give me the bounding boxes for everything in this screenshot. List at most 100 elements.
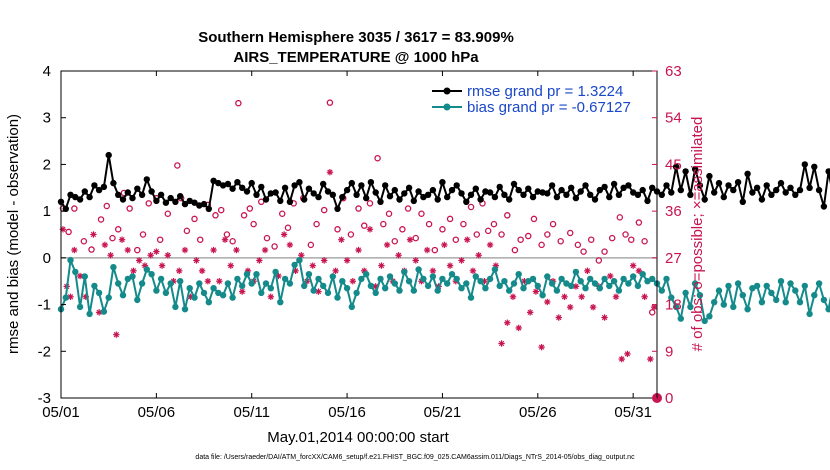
bias-point [539, 292, 546, 299]
bias-point [162, 289, 170, 297]
assimilated-obs-point [647, 355, 654, 363]
asterisk-stroke [498, 340, 505, 347]
bias-point [758, 299, 766, 306]
rmse-point [267, 190, 274, 197]
legend-bias-marker [443, 103, 451, 111]
bias-point [510, 280, 518, 287]
possible-obs-point [103, 202, 111, 210]
asterisk-stroke [619, 356, 625, 362]
asterisk-stroke [395, 252, 402, 258]
assimilated-obs-point [509, 293, 517, 300]
assimilated-obs-point [601, 314, 608, 321]
asterisk-stroke [607, 273, 613, 279]
assimilated-obs-point [101, 241, 109, 249]
rmse-point [320, 180, 327, 188]
assimilated-obs-point [227, 262, 234, 269]
bias-point [258, 289, 265, 297]
possible-obs-point [538, 241, 545, 249]
bias-point [506, 287, 513, 294]
y2-tick-label: 36 [665, 203, 682, 220]
asterisk-stroke [321, 257, 327, 264]
x-tick-label: 05/06 [138, 404, 176, 421]
rmse-point [792, 191, 799, 198]
rmse-point [758, 196, 766, 203]
asterisk-stroke [584, 268, 591, 274]
assimilated-obs-point [153, 248, 160, 255]
rmse-point [634, 191, 642, 198]
possible-obs-point [418, 210, 425, 217]
possible-obs-point [517, 236, 524, 243]
y-tick-label: 3 [43, 110, 51, 127]
rmse-point [563, 191, 570, 198]
bias-point [401, 268, 408, 276]
assimilated-obs-point [158, 262, 166, 269]
bias-point [501, 278, 508, 285]
rmse-point [191, 199, 198, 206]
assimilated-obs-point [210, 246, 217, 254]
possible-obs-point [235, 99, 242, 107]
bias-point [134, 296, 141, 304]
bias-point [291, 261, 298, 269]
bias-point [820, 296, 828, 304]
possible-obs-point [88, 246, 95, 253]
rmse-point [124, 189, 131, 196]
assimilated-obs-point [71, 246, 78, 254]
rmse-point [458, 190, 465, 197]
rmse-point [753, 184, 761, 191]
obs-layer [59, 99, 662, 403]
bias-point [467, 294, 475, 301]
bias-point [320, 282, 327, 290]
bias-point [682, 289, 689, 297]
possible-obs-point [473, 231, 481, 238]
possible-obs-point [196, 236, 204, 243]
possible-obs-point [380, 220, 387, 228]
y-axis-left: -3 -2 -1 0 1 2 3 4 [38, 63, 66, 407]
rmse-point [806, 184, 813, 191]
possible-obs-point [641, 237, 648, 245]
bias-point [582, 285, 589, 292]
rmse-point [520, 191, 527, 198]
asterisk-stroke [651, 304, 657, 310]
rmse-point [167, 194, 174, 202]
assimilated-obs-point [198, 267, 206, 275]
bias-point [444, 280, 451, 287]
possible-obs-point [284, 224, 292, 232]
y-tick-label: -3 [38, 390, 51, 407]
assimilated-obs-point [147, 252, 154, 259]
possible-obs-point [80, 237, 88, 245]
asterisk-stroke [470, 268, 476, 274]
bias-point [100, 308, 108, 315]
asterisk-stroke [147, 252, 154, 258]
bias-point [329, 273, 336, 280]
assimilated-obs-point [498, 340, 505, 347]
possible-obs-point [134, 246, 141, 254]
possible-obs-point [622, 231, 629, 238]
assimilated-obs-point [395, 252, 402, 259]
asterisk-stroke [430, 268, 436, 274]
asterisk-stroke [67, 294, 74, 300]
assimilated-obs-point [280, 231, 288, 238]
rmse-point [386, 193, 394, 200]
rmse-point [706, 172, 713, 180]
bias-point [143, 266, 150, 273]
possible-obs-point [460, 220, 467, 228]
asterisk-stroke [125, 247, 131, 253]
rmse-point [582, 182, 589, 189]
bias-point [363, 271, 370, 278]
bias-point [415, 266, 422, 273]
rmse-point [143, 176, 150, 183]
asterisk-stroke [193, 257, 200, 264]
asterisk-stroke [239, 288, 245, 295]
possible-obs-point [313, 220, 320, 228]
x-tick-label: 05/11 [234, 404, 270, 421]
possible-obs-point [65, 228, 72, 236]
bias-point [534, 282, 541, 290]
possible-obs-point [525, 232, 532, 240]
rmse-point [286, 198, 294, 205]
asterisk-stroke [256, 257, 263, 264]
y-axis-right: 0 9 18 27 36 45 54 63 [652, 63, 682, 407]
rmse-point [153, 197, 160, 205]
asterisk-stroke [579, 294, 585, 300]
possible-obs-point [557, 237, 564, 245]
rmse-point [353, 191, 360, 198]
